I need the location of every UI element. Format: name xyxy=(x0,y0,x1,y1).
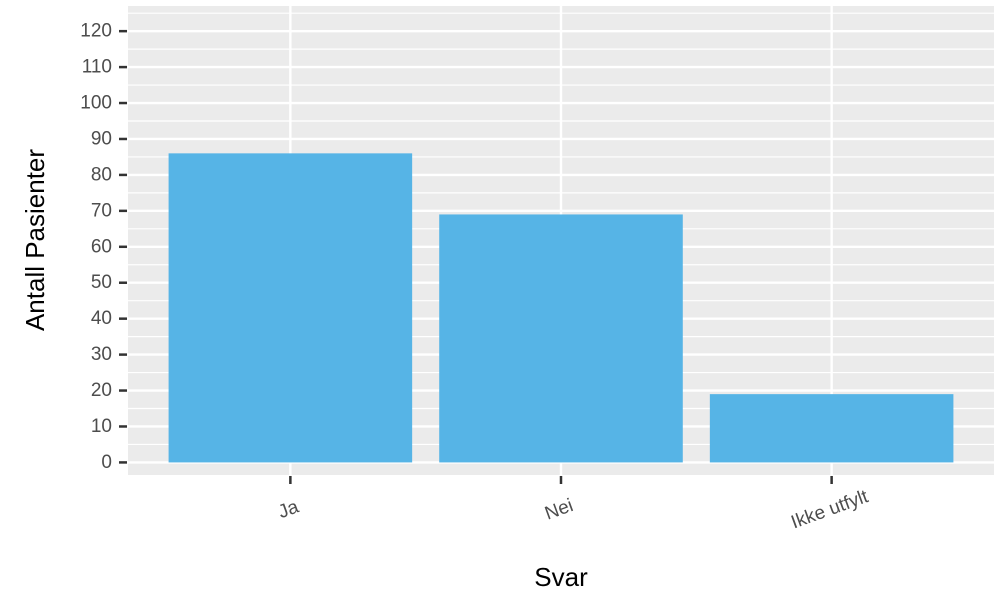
x-axis-title: Svar xyxy=(534,562,588,592)
bars xyxy=(168,153,954,463)
bar-ikke-utfylt xyxy=(709,394,954,463)
y-tick-label: 50 xyxy=(91,272,112,293)
y-tick-label: 40 xyxy=(91,308,112,329)
y-axis-title: Antall Pasienter xyxy=(20,149,50,331)
x-tick-label: Ja xyxy=(275,496,301,523)
y-tick-label: 70 xyxy=(91,200,112,221)
y-tick-label: 30 xyxy=(91,344,112,365)
y-tick-label: 80 xyxy=(91,164,112,185)
y-tick-label: 90 xyxy=(91,128,112,149)
y-tick-label: 10 xyxy=(91,416,112,437)
y-tick-label: 0 xyxy=(101,452,112,473)
bar-nei xyxy=(439,214,683,463)
x-tick-label: Ikke utfylt xyxy=(788,486,871,533)
bar-ja xyxy=(168,153,413,463)
y-tick-label: 20 xyxy=(91,380,112,401)
x-tick-label: Nei xyxy=(542,495,576,524)
y-tick-label: 120 xyxy=(80,21,112,42)
y-tick-label: 60 xyxy=(91,236,112,257)
y-tick-label: 100 xyxy=(80,93,112,114)
y-tick-label: 110 xyxy=(82,57,112,78)
